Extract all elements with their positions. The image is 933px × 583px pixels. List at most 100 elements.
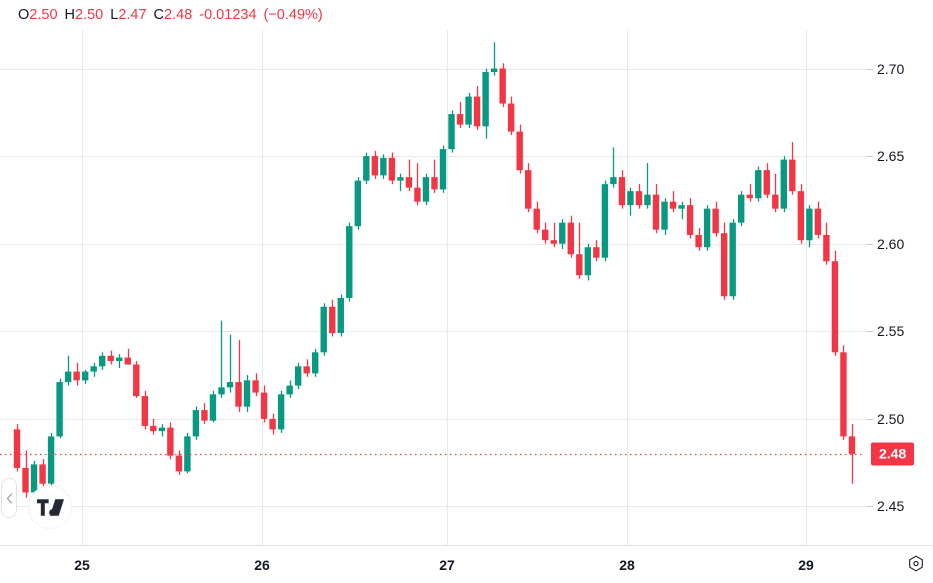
candle <box>354 177 361 230</box>
candle <box>337 294 344 337</box>
candlestick-series <box>13 42 856 498</box>
candle <box>831 250 839 356</box>
candle <box>320 303 327 356</box>
tradingview-logo[interactable] <box>28 485 72 529</box>
chart-plot-area[interactable] <box>0 30 865 545</box>
crosshair-mode-button[interactable] <box>903 551 929 577</box>
candle <box>90 362 97 377</box>
candle <box>644 163 651 209</box>
candle <box>601 180 609 262</box>
ohlc-low-value: 2.47 <box>118 7 147 23</box>
candle <box>806 205 813 248</box>
time-tick-label: 27 <box>439 557 455 573</box>
candle <box>746 184 753 202</box>
time-axis[interactable]: 25 26 27 28 29 <box>0 545 933 583</box>
candle <box>618 170 626 209</box>
candle <box>184 432 191 474</box>
price-axis[interactable]: 2.70 2.65 2.60 2.55 2.50 2.45 2.48 <box>865 30 933 545</box>
candle <box>567 215 574 258</box>
candle <box>141 390 148 430</box>
candle <box>695 227 702 251</box>
price-tick-label: 2.65 <box>866 148 904 164</box>
candle <box>755 166 762 202</box>
price-tick-mark <box>866 68 873 70</box>
candle <box>669 191 677 213</box>
price-tick-label: 2.60 <box>866 236 904 252</box>
candle <box>107 350 114 365</box>
candle <box>482 68 489 139</box>
candle <box>627 187 634 216</box>
candle <box>576 222 583 279</box>
candle <box>525 163 532 213</box>
ohlc-high-label: H <box>64 7 75 23</box>
candle <box>73 362 80 386</box>
candle <box>294 362 302 390</box>
candle <box>789 142 796 195</box>
candle <box>661 198 668 235</box>
candle <box>772 173 779 213</box>
candle <box>456 101 464 129</box>
ohlc-high-value: 2.50 <box>75 7 104 23</box>
candle <box>490 42 498 76</box>
candle <box>388 152 396 185</box>
ohlc-change-percent: (−0.49%) <box>263 7 323 23</box>
candle <box>797 184 805 244</box>
candle <box>780 156 787 213</box>
candle <box>593 240 600 262</box>
time-tick-label: 29 <box>798 557 814 573</box>
candle <box>192 406 200 440</box>
candle <box>431 159 438 193</box>
collapse-panel-button[interactable] <box>1 478 17 518</box>
price-tick-mark <box>866 243 873 245</box>
ohlc-close-label: C <box>153 7 165 23</box>
candle <box>542 222 549 244</box>
current-price-line <box>0 453 865 456</box>
candle <box>13 424 21 472</box>
candle <box>303 359 310 377</box>
candle <box>814 201 822 239</box>
candle <box>269 413 276 435</box>
candle <box>252 373 259 397</box>
candle <box>277 390 285 433</box>
candle <box>397 173 404 192</box>
candle <box>712 201 719 237</box>
price-tick-mark <box>866 156 873 158</box>
candle <box>422 173 430 206</box>
candle <box>346 222 353 302</box>
ohlc-low: L2.47 <box>110 7 146 23</box>
candle <box>39 459 46 488</box>
candle <box>22 450 29 498</box>
current-price-badge[interactable]: 2.48 <box>871 442 915 466</box>
candle <box>286 380 293 398</box>
candle <box>439 145 447 193</box>
price-tick-mark <box>866 506 873 508</box>
candle <box>201 403 208 425</box>
ohlc-legend: O2.50 H2.50 L2.47 C2.48 -0.01234 (−0.49%) <box>18 5 323 25</box>
candle <box>584 243 592 281</box>
crosshair-target-icon <box>909 555 923 572</box>
candle <box>533 201 540 234</box>
ohlc-change-value: -0.01234 <box>199 7 257 23</box>
candle <box>499 63 506 108</box>
candle <box>652 184 660 234</box>
price-tick-label: 2.70 <box>866 61 904 77</box>
candle <box>703 205 711 251</box>
candle <box>473 86 481 130</box>
candle <box>763 163 770 199</box>
candle <box>448 110 455 153</box>
candle <box>260 385 268 423</box>
candle <box>329 299 336 337</box>
candle <box>686 198 694 239</box>
price-tick-mark <box>866 331 873 333</box>
candle <box>226 334 234 393</box>
time-tick-label: 25 <box>74 557 90 573</box>
candle <box>840 345 847 440</box>
ohlc-low-label: L <box>110 7 119 23</box>
candle <box>465 93 472 129</box>
candle <box>116 354 123 369</box>
candle <box>56 378 63 439</box>
candle <box>516 124 523 174</box>
candle <box>678 201 685 220</box>
candle <box>167 422 174 460</box>
candle <box>371 150 379 179</box>
